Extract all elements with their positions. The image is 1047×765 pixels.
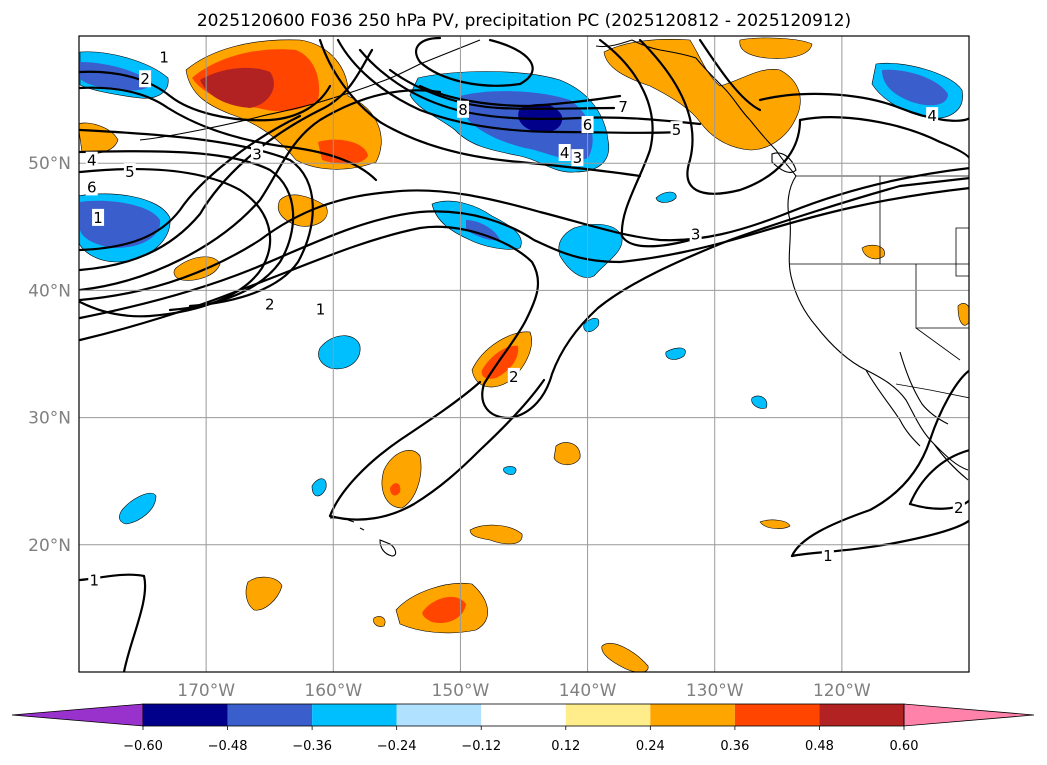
contour-label-bg <box>558 144 571 162</box>
aleutian-islands <box>139 81 381 141</box>
lat-tick-label: 30°N <box>28 409 71 429</box>
contour-label-bg <box>123 163 136 181</box>
colorbar-segment <box>650 704 735 726</box>
colorbar-tick-label: −0.48 <box>208 739 248 754</box>
map-title: 2025120600 F036 250 hPa PV, precipitatio… <box>197 11 851 31</box>
contour-label: 3 <box>691 225 701 243</box>
contour-label-bg <box>821 547 834 565</box>
lat-tick-label: 40°N <box>28 281 71 301</box>
north-america-west-coast <box>787 175 969 471</box>
alaska-peninsula <box>379 39 481 83</box>
pnw-coast <box>749 119 797 177</box>
colorbar-tick-label: −0.24 <box>377 739 417 754</box>
contour-label-bg <box>88 571 101 589</box>
pos-anomaly-bering-max <box>200 67 274 108</box>
colorbar-segment <box>396 704 482 726</box>
contour-label-bg <box>617 98 630 116</box>
colorbar-segment <box>143 704 228 726</box>
contour-label-bg <box>158 48 171 66</box>
contour-label: 6 <box>87 178 97 196</box>
lon-tick-label: 150°W <box>432 681 490 701</box>
lon-tick-label: 160°W <box>304 681 362 701</box>
contour-label: 1 <box>89 571 99 589</box>
contour-label: 6 <box>583 116 593 134</box>
contour-label: 2 <box>265 295 275 313</box>
contour-label: 7 <box>618 98 628 116</box>
bc-coast <box>695 57 751 121</box>
colorbar-over-arrow <box>903 703 1035 727</box>
contour-label-bg <box>581 116 594 134</box>
state-lines <box>790 176 969 361</box>
colorbar-tick-label: 0.60 <box>890 739 919 754</box>
colorbar-tick-label: 0.12 <box>551 739 580 754</box>
neg-anomaly-east <box>558 224 623 278</box>
vancouver-island <box>771 152 797 173</box>
contour-label-bg <box>85 178 98 196</box>
contour-label-bg <box>926 107 939 125</box>
lat-tick-label: 20°N <box>28 536 71 556</box>
baja-california <box>865 369 921 447</box>
gulf-of-california <box>899 351 949 425</box>
contour-label: 5 <box>672 121 682 139</box>
colorbar-tick-label: 0.36 <box>720 739 749 754</box>
lon-tick-label: 140°W <box>559 681 617 701</box>
latitude-labels: 20°N 30°N 40°N 50°N <box>28 154 71 556</box>
colorbar-tick-label: 0.48 <box>805 739 834 754</box>
colorbar-segment <box>481 704 566 726</box>
contour-label-bg <box>571 149 584 167</box>
contour-label: 1 <box>93 209 103 227</box>
contour-label: 2 <box>140 70 150 88</box>
contour-label-bg <box>670 121 683 139</box>
political-borders <box>790 175 969 399</box>
contour-label-bg <box>456 100 469 118</box>
colorbar-segment <box>227 704 313 726</box>
contour-label: 5 <box>125 163 135 181</box>
alaska-south-coast <box>595 39 633 48</box>
contour-label: 3 <box>573 149 583 167</box>
contour-label-bg <box>251 145 263 163</box>
contour-label: 2 <box>509 368 519 386</box>
colorbar-tick-label: −0.12 <box>461 739 501 754</box>
alaska-panhandle <box>631 39 697 59</box>
contour-label: 4 <box>87 152 97 170</box>
colorbar: −0.60 −0.48 −0.36 −0.24 −0.12 0.12 0.24 0.36 0.4… <box>11 703 1035 754</box>
contour-label-bg <box>689 225 702 243</box>
contour-label: 1 <box>316 300 326 318</box>
contour-label: 1 <box>159 49 169 67</box>
longitude-labels: 170°W 160°W 150°W 140°W 130°W 120°W <box>177 681 871 701</box>
lat-tick-label: 50°N <box>28 154 71 174</box>
contour-label: 4 <box>560 144 570 162</box>
contour-label: 2 <box>954 499 964 517</box>
lat-lon-grid <box>79 36 969 672</box>
map-frame <box>78 35 970 673</box>
lon-tick-label: 130°W <box>686 681 744 701</box>
pv-contours <box>79 36 969 672</box>
contour-label: 1 <box>823 547 833 565</box>
contour-label: 3 <box>252 145 262 163</box>
colorbar-tick-label: −0.60 <box>123 739 163 754</box>
colorbar-tick-label: −0.36 <box>292 739 332 754</box>
colorbar-under-arrow <box>11 703 144 727</box>
contour-label-bg <box>85 151 98 169</box>
colorbar-frame <box>142 703 905 727</box>
mexico-coast <box>933 443 969 481</box>
lon-tick-label: 120°W <box>813 681 871 701</box>
contour-label-bg <box>92 208 105 226</box>
contour-label-bg <box>507 367 520 385</box>
colorbar-segment <box>819 704 904 726</box>
colorbar-tick-label: 0.24 <box>636 739 665 754</box>
contour-label: 8 <box>458 101 468 119</box>
contour-label-bg <box>139 70 152 88</box>
colorbar-segment <box>312 704 397 726</box>
colorbar-segment <box>734 704 820 726</box>
contour-label-bg <box>314 300 327 318</box>
contour-label: 4 <box>927 107 937 125</box>
contour-label-bg <box>263 295 276 313</box>
us-mexico-border <box>895 383 969 399</box>
colorbar-segment <box>565 704 651 726</box>
contour-label-bg <box>952 498 965 516</box>
lon-tick-label: 170°W <box>177 681 235 701</box>
